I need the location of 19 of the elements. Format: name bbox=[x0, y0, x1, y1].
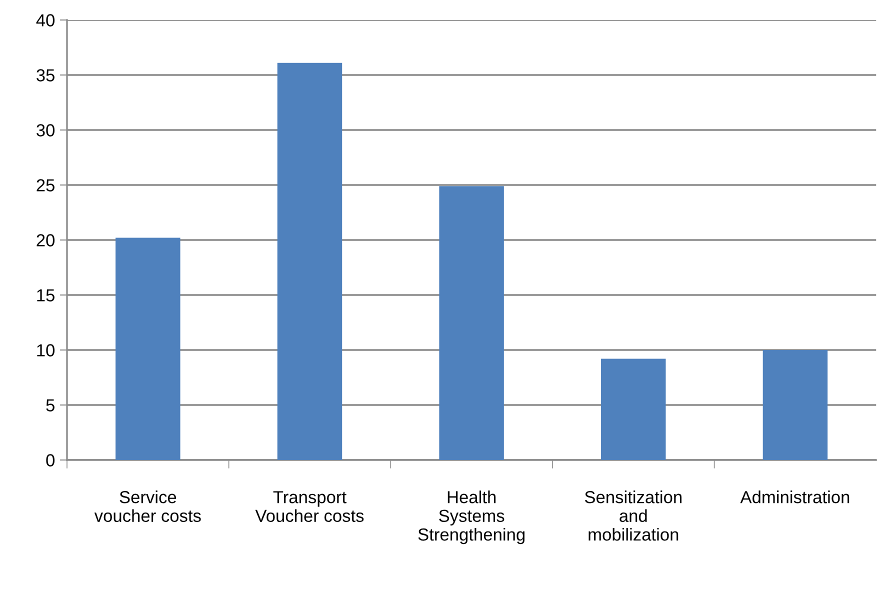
x-tick-label: Administration bbox=[740, 490, 850, 504]
y-tick-label: 15 bbox=[37, 289, 54, 302]
bar bbox=[601, 358, 666, 460]
y-tick-label: 0 bbox=[46, 454, 55, 466]
x-tick-label: Sensitization and mobilization bbox=[584, 490, 682, 541]
x-tick-label: Transport Voucher costs bbox=[255, 491, 364, 522]
y-tick-label: 5 bbox=[46, 399, 54, 412]
bar bbox=[439, 186, 504, 460]
y-tick-label: 35 bbox=[36, 69, 54, 82]
y-tick-label: 25 bbox=[36, 179, 54, 192]
bar bbox=[762, 350, 828, 460]
y-tick-label: 10 bbox=[37, 344, 55, 356]
bar bbox=[116, 238, 180, 460]
y-tick-label: 40 bbox=[36, 14, 55, 26]
y-tick-label: 30 bbox=[36, 124, 55, 136]
x-tick-label: Service voucher costs bbox=[94, 490, 201, 522]
x-tick-label: Health Systems Strengthening bbox=[418, 490, 524, 544]
bar bbox=[277, 62, 342, 460]
y-tick-label: 20 bbox=[36, 234, 55, 246]
